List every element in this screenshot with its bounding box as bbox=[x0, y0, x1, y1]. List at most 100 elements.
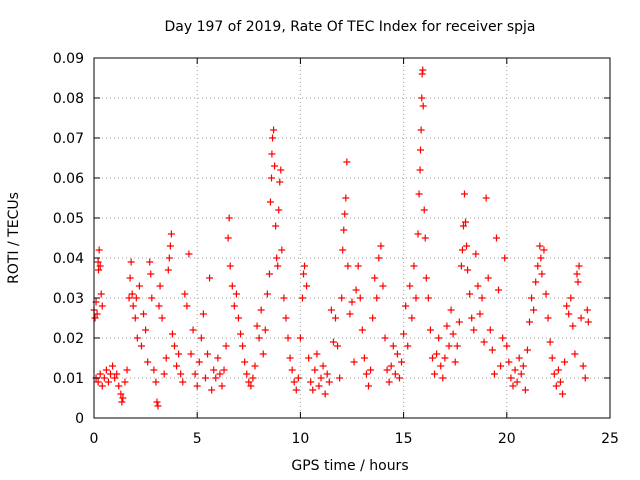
data-point bbox=[519, 362, 527, 370]
data-point bbox=[210, 366, 218, 374]
y-tick-label: 0.02 bbox=[53, 331, 84, 347]
data-point bbox=[119, 394, 127, 402]
data-point bbox=[538, 270, 546, 278]
data-point bbox=[358, 326, 366, 334]
data-point bbox=[346, 310, 354, 318]
data-point bbox=[583, 306, 591, 314]
data-point bbox=[414, 230, 422, 238]
data-point bbox=[126, 274, 134, 282]
data-point bbox=[435, 334, 443, 342]
data-point bbox=[268, 150, 276, 158]
data-point bbox=[339, 246, 347, 254]
data-point bbox=[154, 402, 162, 410]
data-point bbox=[574, 278, 582, 286]
data-point bbox=[181, 290, 189, 298]
data-point bbox=[152, 378, 160, 386]
data-point bbox=[137, 342, 145, 350]
data-point bbox=[321, 390, 329, 398]
data-point bbox=[175, 350, 183, 358]
data-point bbox=[379, 282, 387, 290]
data-point bbox=[341, 210, 349, 218]
data-point bbox=[147, 270, 155, 278]
data-point bbox=[224, 234, 232, 242]
data-point bbox=[113, 370, 121, 378]
data-point bbox=[458, 246, 466, 254]
data-point bbox=[98, 382, 106, 390]
data-point bbox=[412, 294, 420, 302]
data-point bbox=[488, 346, 496, 354]
x-tick-label: 25 bbox=[601, 431, 619, 447]
data-point bbox=[201, 374, 209, 382]
data-point bbox=[433, 350, 441, 358]
data-point bbox=[342, 194, 350, 202]
data-point bbox=[317, 374, 325, 382]
data-point bbox=[459, 222, 467, 230]
data-point bbox=[431, 370, 439, 378]
data-point bbox=[115, 382, 123, 390]
data-point bbox=[480, 338, 488, 346]
data-point bbox=[167, 230, 175, 238]
data-point bbox=[565, 310, 573, 318]
data-point bbox=[537, 254, 545, 262]
data-point bbox=[222, 342, 230, 350]
data-point bbox=[348, 298, 356, 306]
data-point bbox=[455, 318, 463, 326]
data-point bbox=[371, 274, 379, 282]
data-point bbox=[102, 366, 110, 374]
data-point bbox=[373, 294, 381, 302]
data-point bbox=[234, 314, 242, 322]
data-point bbox=[160, 370, 168, 378]
data-point bbox=[185, 250, 193, 258]
data-point bbox=[523, 346, 531, 354]
data-point bbox=[142, 326, 150, 334]
data-point bbox=[393, 350, 401, 358]
data-point bbox=[497, 362, 505, 370]
data-point bbox=[245, 378, 253, 386]
y-tick-label: 0.08 bbox=[53, 91, 84, 107]
data-point bbox=[511, 366, 519, 374]
data-point bbox=[111, 374, 119, 382]
data-point bbox=[165, 254, 173, 262]
data-point bbox=[584, 318, 592, 326]
data-point bbox=[325, 378, 333, 386]
data-point bbox=[183, 302, 191, 310]
x-tick-labels: 0 5 10 15 20 25 bbox=[90, 431, 619, 447]
data-point bbox=[356, 294, 364, 302]
data-point bbox=[385, 378, 393, 386]
data-point bbox=[536, 242, 544, 250]
data-point bbox=[340, 226, 348, 234]
data-point bbox=[352, 286, 360, 294]
data-point bbox=[419, 66, 427, 74]
data-point bbox=[402, 302, 410, 310]
data-point bbox=[561, 358, 569, 366]
data-point bbox=[466, 290, 474, 298]
data-point bbox=[166, 242, 174, 250]
data-point bbox=[303, 282, 311, 290]
data-point bbox=[470, 326, 478, 334]
data-point bbox=[552, 382, 560, 390]
data-point bbox=[329, 338, 337, 346]
data-point bbox=[418, 94, 426, 102]
y-tick-label: 0.01 bbox=[53, 371, 84, 387]
data-point bbox=[232, 290, 240, 298]
data-point bbox=[277, 166, 285, 174]
data-point bbox=[274, 262, 282, 270]
data-point bbox=[422, 274, 430, 282]
data-point bbox=[109, 362, 117, 370]
data-point bbox=[441, 354, 449, 362]
data-point bbox=[275, 206, 283, 214]
data-point bbox=[501, 254, 509, 262]
data-point bbox=[225, 214, 233, 222]
data-point bbox=[418, 70, 426, 78]
data-point bbox=[95, 266, 103, 274]
data-point bbox=[299, 270, 307, 278]
chart-title: Day 197 of 2019, Rate Of TEC Index for r… bbox=[164, 19, 535, 35]
data-point bbox=[148, 294, 156, 302]
data-point bbox=[338, 294, 346, 302]
y-tick-label: 0.09 bbox=[53, 51, 84, 67]
data-point bbox=[534, 262, 542, 270]
data-point bbox=[336, 374, 344, 382]
data-point bbox=[187, 350, 195, 358]
data-point bbox=[226, 262, 234, 270]
data-point bbox=[521, 386, 529, 394]
